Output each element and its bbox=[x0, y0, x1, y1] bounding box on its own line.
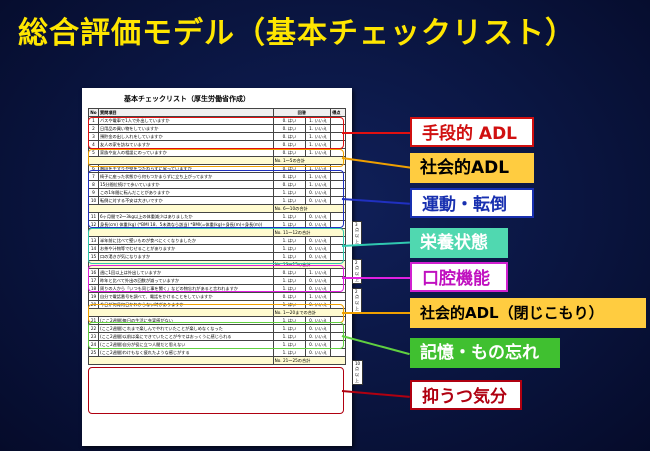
sum-row: No. 21～25の合計 bbox=[88, 356, 347, 365]
score-note-oral: 2点以上 bbox=[352, 288, 362, 313]
connector-motor bbox=[341, 198, 410, 205]
score-note-nutrition: 2点以上 bbox=[352, 259, 362, 284]
highlight-memory bbox=[88, 322, 344, 349]
connector-social-adl bbox=[341, 157, 412, 169]
header-no: No bbox=[88, 108, 99, 117]
header-score: 得点 bbox=[330, 108, 346, 117]
highlight-social-adl bbox=[88, 149, 344, 167]
row-answer-b: 1. いいえ bbox=[305, 292, 332, 301]
label-oral: 口腔機能 bbox=[410, 262, 508, 292]
label-iadl: 手段的 ADL bbox=[410, 117, 534, 147]
highlight-oral bbox=[88, 265, 344, 292]
checklist-sheet: 基本チェックリスト（厚生労働省作成） No 質問項目 回答 得点 1 バスや電車で… bbox=[82, 88, 364, 446]
table-row: 19 自分で電話番号を調べて、電話をかけることをしていますか 0. はい 1. いいえ bbox=[88, 292, 346, 301]
connector-oral bbox=[342, 277, 410, 279]
header-answer: 回答 bbox=[272, 108, 332, 117]
table-row: 25 (ここ2週間)わけもなく疲れたような感じがする 1. はい 0. いいえ bbox=[88, 348, 346, 357]
label-social-adl-closed: 社会的ADL（閉じこもり） bbox=[410, 298, 646, 328]
highlight-depression bbox=[88, 367, 344, 414]
row-answer-b: 0. いいえ bbox=[305, 348, 332, 357]
label-nutrition: 栄養状態 bbox=[410, 228, 508, 258]
row-number: 19 bbox=[88, 292, 99, 301]
score-note-motor: 3点以上 bbox=[352, 221, 362, 246]
highlight-social-adl-closed bbox=[88, 304, 344, 323]
header-question: 質問項目 bbox=[97, 108, 274, 117]
connector-memory bbox=[341, 335, 410, 355]
slide-title: 総合評価モデル（基本チェックリスト） bbox=[18, 16, 576, 51]
row-question: 自分で電話番号を調べて、電話をかけることをしていますか bbox=[97, 292, 274, 301]
connector-social-adl-closed bbox=[342, 312, 410, 314]
row-number: 25 bbox=[88, 348, 99, 357]
label-motor: 運動・転倒 bbox=[410, 188, 534, 218]
score-note-total: 10点以上 bbox=[352, 360, 364, 385]
table-header-row: No 質問項目 回答 得点 bbox=[88, 108, 346, 117]
highlight-motor bbox=[88, 170, 344, 228]
connector-depression bbox=[341, 390, 410, 398]
label-memory: 記憶・もの忘れ bbox=[410, 338, 560, 368]
label-social-adl: 社会的ADL bbox=[410, 153, 534, 183]
row-answer-a: 1. はい bbox=[272, 348, 307, 357]
sum-spacer bbox=[88, 356, 274, 365]
label-depression: 抑うつ気分 bbox=[410, 380, 522, 410]
highlight-iadl bbox=[88, 117, 344, 149]
checklist-table: No 質問項目 回答 得点 1 バスや電車で1人で外出していますか 0. はい 1. … bbox=[88, 108, 347, 365]
row-question: (ここ2週間)わけもなく疲れたような感じがする bbox=[97, 348, 274, 357]
row-score bbox=[330, 292, 346, 301]
row-answer-a: 0. はい bbox=[272, 292, 307, 301]
highlight-nutrition bbox=[88, 228, 344, 264]
connector-iadl bbox=[342, 132, 410, 134]
checklist-title: 基本チェックリスト（厚生労働省作成） bbox=[124, 95, 250, 103]
sum-label: No. 21～25の合計 bbox=[272, 356, 347, 365]
row-score bbox=[330, 348, 346, 357]
